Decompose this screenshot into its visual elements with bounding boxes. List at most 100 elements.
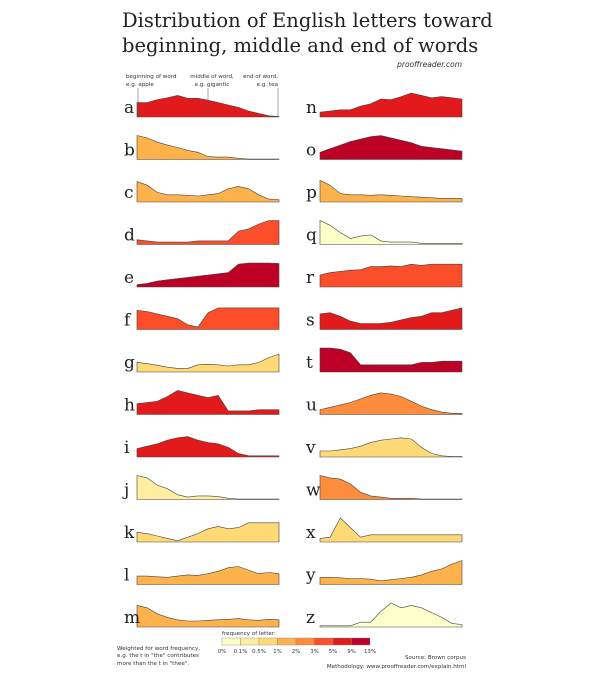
letter-panel-g: g xyxy=(124,353,280,373)
letter-panel-p: p xyxy=(306,179,463,203)
legend-swatch-2 xyxy=(258,637,278,646)
letter-panel-u: u xyxy=(306,392,463,416)
letter-label-o: o xyxy=(306,141,316,161)
site-credit: prooffreader.com xyxy=(397,60,462,69)
letter-panel-d: d xyxy=(124,220,280,246)
letter-label-u: u xyxy=(306,396,317,416)
letter-panel-e: e xyxy=(124,262,280,288)
area-q xyxy=(319,220,463,245)
legend-label-8: 13% xyxy=(364,649,376,655)
letter-panel-t: t xyxy=(306,347,463,373)
area-g xyxy=(136,353,280,373)
letter-label-y: y xyxy=(305,566,316,586)
letter-label-x: x xyxy=(306,523,316,543)
letter-label-j: j xyxy=(122,481,129,501)
area-w xyxy=(319,475,463,500)
letter-panel-c: c xyxy=(124,181,280,203)
letter-label-r: r xyxy=(306,268,315,288)
legend-swatch-4 xyxy=(295,637,315,646)
letter-panel-v: v xyxy=(305,437,463,458)
letter-panel-x: x xyxy=(306,517,463,543)
annotation-middle-line-2: e.g. gigantic xyxy=(195,82,230,88)
annotation-beginning-line-2: e.g. apple xyxy=(126,82,154,88)
chart-title-line-1: Distribution of English letters toward xyxy=(122,9,493,32)
letter-label-f: f xyxy=(124,311,132,331)
area-d xyxy=(136,220,280,245)
annotation-middle-line-1: middle of word, xyxy=(190,74,234,80)
letter-label-z: z xyxy=(306,608,315,628)
chart-title: Distribution of English letters toward b… xyxy=(122,8,493,58)
letter-panel-k: k xyxy=(124,522,280,543)
letter-label-n: n xyxy=(306,98,317,118)
legend-swatch-6 xyxy=(332,637,352,646)
letter-label-d: d xyxy=(124,226,135,246)
letter-panel-s: s xyxy=(306,307,463,331)
legend-label-3: 1% xyxy=(273,649,282,655)
legend-swatch-3 xyxy=(277,637,297,646)
area-b xyxy=(136,135,280,160)
area-n xyxy=(319,92,463,118)
area-f xyxy=(136,307,280,330)
letter-panel-r: r xyxy=(306,263,463,288)
letter-label-h: h xyxy=(124,396,135,416)
area-r xyxy=(319,263,463,288)
letter-panel-l: l xyxy=(124,566,280,586)
area-x xyxy=(319,517,463,543)
letter-panel-w: w xyxy=(306,475,463,501)
area-h xyxy=(136,390,280,415)
legend-label-5: 3% xyxy=(310,649,319,655)
area-s xyxy=(319,307,463,330)
weighting-note-line-1: Weighted for word frequency, xyxy=(117,646,201,652)
letter-label-c: c xyxy=(124,183,134,203)
area-v xyxy=(319,437,463,458)
source-note: Source: Brown corpus xyxy=(404,655,466,661)
legend-swatch-0 xyxy=(221,637,241,646)
area-j xyxy=(136,475,280,500)
letter-panel-h: h xyxy=(124,390,280,416)
area-l xyxy=(136,566,280,585)
chart-title-line-2: beginning, middle and end of words xyxy=(122,34,479,57)
area-m xyxy=(136,605,280,628)
weighting-note-line-2: e.g. the t in "the" contributes xyxy=(117,653,199,660)
letter-panel-m: m xyxy=(124,605,280,628)
area-p xyxy=(319,179,463,203)
legend-label-1: 0.1% xyxy=(234,649,248,655)
letter-panel-z: z xyxy=(306,602,463,628)
letter-label-k: k xyxy=(124,523,135,543)
area-z xyxy=(319,602,463,628)
area-t xyxy=(319,347,463,373)
letter-label-v: v xyxy=(305,438,316,458)
letter-label-e: e xyxy=(124,268,134,288)
letter-label-b: b xyxy=(124,141,135,161)
annotation-end-line-2: e.g. tea xyxy=(257,82,278,88)
letter-label-s: s xyxy=(306,311,315,331)
annotation-end-line-1: end of word, xyxy=(243,74,278,80)
letter-panel-y: y xyxy=(305,560,463,586)
letter-panel-j: j xyxy=(122,475,280,501)
letter-label-t: t xyxy=(306,353,313,373)
methodology-note: Methodology: www.prooffreader.com/explai… xyxy=(326,664,466,670)
area-y xyxy=(319,560,463,585)
legend-label-7: 9% xyxy=(347,649,356,655)
letter-label-w: w xyxy=(306,481,321,501)
area-e xyxy=(136,262,280,288)
letter-panel-q: q xyxy=(306,220,463,246)
legend-label-4: 2% xyxy=(292,649,301,655)
area-i xyxy=(136,436,280,458)
letter-panel-n: n xyxy=(306,92,463,118)
letter-label-i: i xyxy=(124,438,130,458)
area-k xyxy=(136,522,280,543)
legend-title: frequency of letter: xyxy=(222,631,276,637)
letter-label-l: l xyxy=(124,566,129,586)
letter-panel-o: o xyxy=(306,135,463,161)
legend-swatch-1 xyxy=(240,637,260,646)
legend-label-0: 0% xyxy=(218,649,227,655)
legend-label-6: 5% xyxy=(329,649,338,655)
letter-label-p: p xyxy=(306,183,317,203)
annotation-beginning-line-1: beginning of word xyxy=(126,74,177,80)
legend-label-2: 0.5% xyxy=(252,649,266,655)
legend-swatch-5 xyxy=(314,637,334,646)
weighting-note: Weighted for word frequency, e.g. the t … xyxy=(117,646,227,668)
letter-label-g: g xyxy=(124,353,135,373)
